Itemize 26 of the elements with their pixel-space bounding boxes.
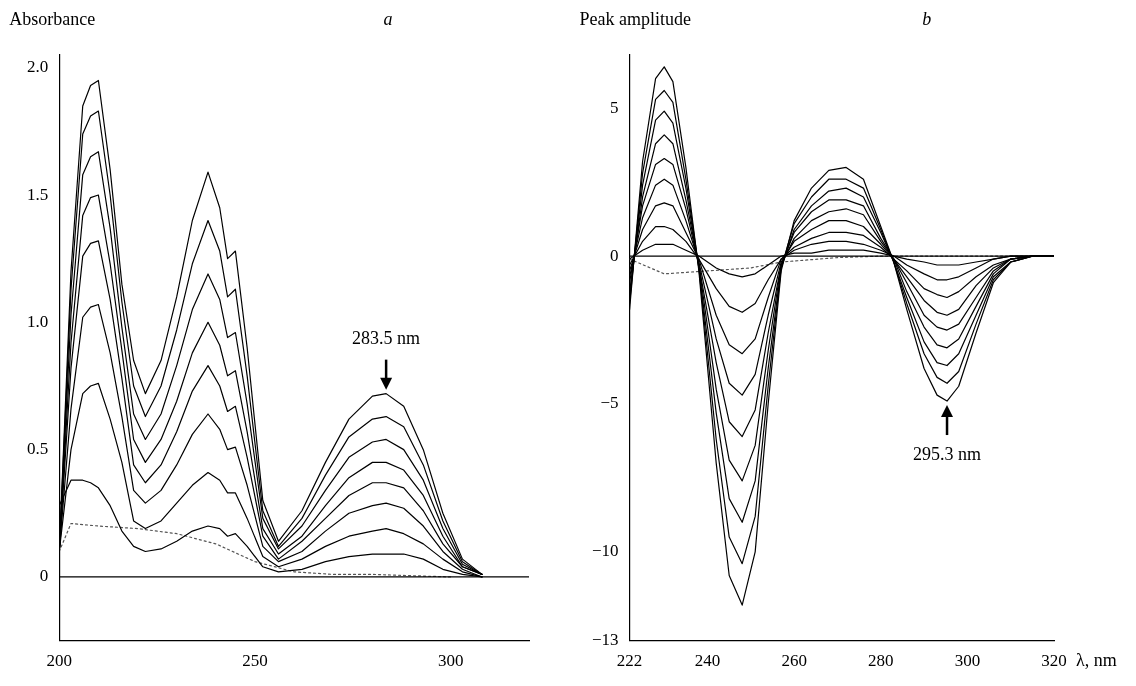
x-axis-title: λ, nm	[1076, 650, 1117, 671]
chart-title: a	[383, 9, 393, 29]
y-axis-title: Absorbance	[9, 9, 96, 29]
x-tick-label: 222	[616, 651, 643, 671]
y-tick-label: 0	[610, 245, 619, 265]
y-tick-label: −13	[591, 630, 619, 650]
x-tick-label: 300	[954, 651, 981, 671]
x-tick-label: 200	[46, 651, 72, 671]
chart-title: b	[922, 9, 932, 29]
x-tick-label: 260	[781, 651, 807, 671]
y-tick-label: 2.0	[27, 57, 49, 77]
y-tick-label: 1.0	[27, 311, 49, 331]
y-tick-label: 0	[39, 566, 49, 586]
y-tick-label: −5	[600, 393, 619, 413]
y-tick-label: 5	[610, 97, 619, 117]
y-tick-label: −10	[591, 541, 619, 561]
x-tick-label: 320	[1041, 651, 1067, 671]
annotation: 295.3 nm	[913, 443, 982, 464]
annotation: 283.5 nm	[352, 328, 421, 349]
y-tick-label: 1.5	[27, 184, 49, 204]
x-tick-label: 250	[242, 651, 268, 671]
x-tick-label: 300	[437, 651, 464, 671]
x-tick-label: 240	[694, 651, 721, 671]
y-axis-title: Peak amplitude	[579, 9, 692, 29]
y-tick-label: 0.5	[27, 439, 49, 459]
x-tick-label: 280	[868, 651, 894, 671]
